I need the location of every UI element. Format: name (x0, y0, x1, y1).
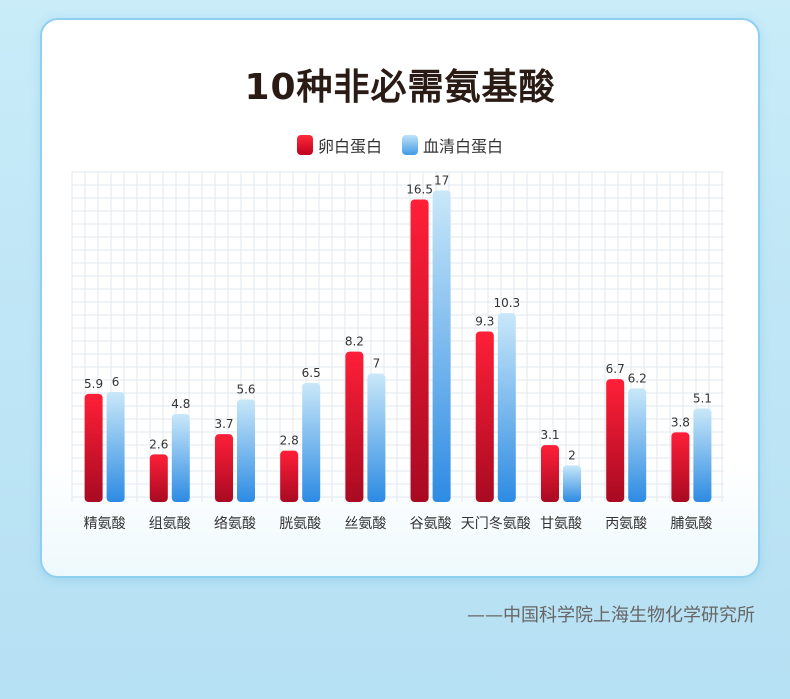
x-tick-label: 谷氨酸 (410, 516, 452, 532)
data-label: 6.5 (302, 366, 321, 380)
bar (671, 432, 690, 502)
data-label: 2 (568, 448, 576, 462)
bar (367, 373, 386, 502)
bar (563, 465, 581, 502)
data-label: 3.8 (671, 415, 690, 429)
data-label: 10.3 (493, 296, 520, 310)
x-tick-label: 丝氨酸 (344, 516, 386, 532)
x-tick-label: 丙氨酸 (605, 516, 647, 532)
data-label: 2.6 (149, 437, 168, 451)
data-label: 16.5 (406, 183, 433, 197)
bar (475, 331, 494, 502)
bar (302, 382, 321, 502)
x-tick-label: 胱氨酸 (279, 516, 321, 532)
x-tick-label: 精氨酸 (84, 516, 126, 532)
data-label: 4.8 (171, 397, 190, 411)
data-label: 6.2 (628, 371, 647, 385)
bar (345, 351, 364, 502)
bar (410, 199, 429, 502)
data-label: 2.8 (280, 434, 299, 448)
bar (171, 414, 190, 502)
data-label: 3.7 (214, 417, 233, 431)
legend-swatch-egg-albumin (296, 135, 313, 155)
legend: 卵白蛋白 血清白蛋白 (42, 133, 758, 157)
x-tick-label: 脯氨酸 (670, 516, 712, 532)
bar (106, 392, 125, 502)
data-label: 3.1 (540, 428, 559, 442)
legend-swatch-serum-albumin (402, 135, 418, 155)
x-tick-label: 组氨酸 (149, 516, 191, 532)
x-tick-label: 络氨酸 (214, 516, 256, 532)
x-tick-label: 天门冬氨酸 (461, 516, 531, 532)
bar (149, 454, 168, 502)
x-tick-label: 甘氨酸 (540, 516, 582, 532)
data-label: 17 (434, 173, 449, 187)
bar (432, 190, 451, 503)
bar (541, 445, 559, 502)
data-label: 5.1 (693, 392, 712, 406)
data-label: 7 (373, 357, 381, 371)
legend-label-serum-albumin: 血清白蛋白 (423, 137, 504, 156)
data-label: 6.7 (606, 362, 625, 376)
chart-title: 10种非必需氨基酸 (244, 67, 556, 108)
data-label: 8.2 (345, 335, 364, 349)
bar (237, 399, 255, 502)
source-credit: ——中国科学院上海生物化学研究所 (467, 605, 755, 626)
legend-label-egg-albumin: 卵白蛋白 (317, 137, 382, 156)
grid (71, 171, 724, 502)
bar (497, 313, 516, 502)
data-label: 5.6 (236, 382, 255, 396)
legend-item-serum-albumin: 血清白蛋白 (402, 133, 503, 157)
legend-item-egg-albumin: 卵白蛋白 (296, 133, 382, 157)
bar (606, 379, 625, 502)
bar (215, 434, 233, 502)
bar (84, 393, 103, 502)
bar (693, 408, 712, 502)
data-label: 9.3 (475, 315, 494, 329)
data-label: 5.9 (84, 377, 103, 391)
bar (628, 388, 647, 502)
data-label: 6 (112, 375, 120, 389)
bar (280, 450, 299, 502)
